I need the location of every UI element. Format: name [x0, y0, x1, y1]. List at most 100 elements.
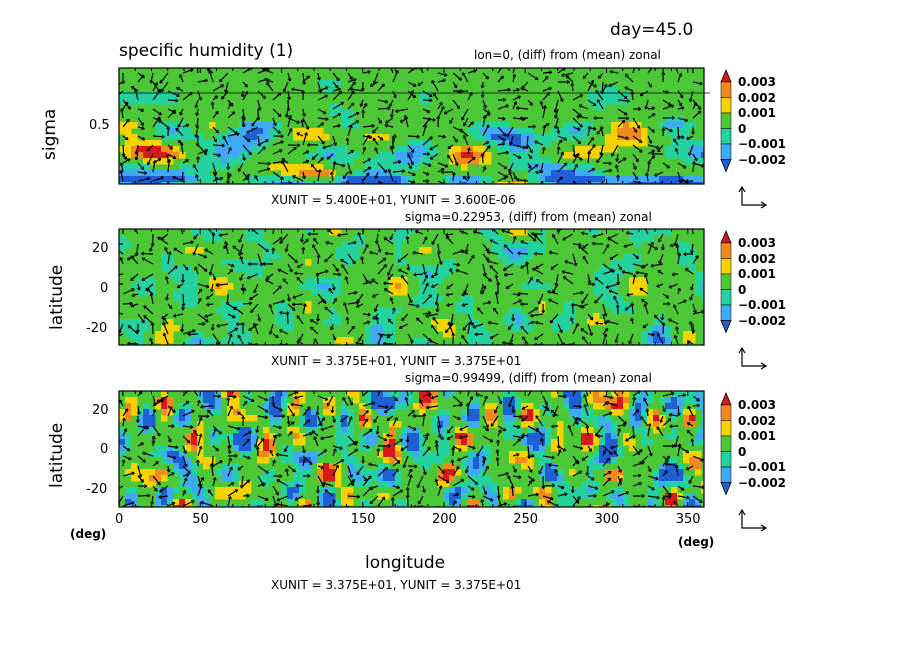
contour-cell	[149, 469, 156, 476]
contour-cell	[185, 343, 192, 350]
contour-cell	[173, 182, 180, 189]
contour-cell	[203, 176, 210, 183]
contour-cell	[419, 445, 426, 452]
contour-cell	[143, 164, 150, 171]
contour-cell	[209, 152, 216, 159]
contour-cell	[641, 331, 648, 338]
contour-cell	[515, 499, 522, 506]
contour-cell	[563, 313, 570, 320]
contour-cell	[557, 313, 564, 320]
contour-cell	[353, 170, 360, 177]
contour-cell	[341, 116, 348, 123]
contour-cell	[251, 235, 258, 242]
contour-cell	[695, 152, 702, 159]
contour-cell	[491, 128, 498, 135]
contour-cell	[281, 170, 288, 177]
contour-cell	[233, 475, 240, 482]
contour-cell	[179, 289, 186, 296]
contour-cell	[161, 259, 168, 266]
contour-cell	[629, 122, 636, 129]
contour-cell	[335, 253, 342, 260]
contour-cell	[161, 265, 168, 272]
contour-cell	[461, 415, 468, 422]
contour-cell	[203, 505, 210, 512]
contour-cell	[635, 403, 642, 410]
contour-cell	[317, 182, 324, 189]
contour-cell	[449, 475, 456, 482]
contour-cell	[425, 265, 432, 272]
contour-cell	[347, 457, 354, 464]
contour-cell	[371, 433, 378, 440]
contour-cell	[353, 253, 360, 260]
contour-cell	[503, 253, 510, 260]
contour-cell	[269, 253, 276, 260]
contour-cell	[479, 134, 486, 141]
contour-cell	[521, 463, 528, 470]
contour-cell	[299, 164, 306, 171]
contour-cell	[125, 505, 132, 512]
contour-cell	[239, 152, 246, 159]
contour-cell	[323, 475, 330, 482]
contour-cell	[611, 499, 618, 506]
contour-cell	[419, 283, 426, 290]
contour-cell	[341, 409, 348, 416]
contour-cell	[581, 176, 588, 183]
contour-cell	[131, 182, 138, 189]
vector-arrowhead	[115, 95, 118, 98]
contour-cell	[557, 493, 564, 500]
contour-cell	[689, 182, 696, 189]
contour-cell	[215, 164, 222, 171]
contour-cell	[347, 487, 354, 494]
contour-cell	[545, 134, 552, 141]
contour-cell	[671, 403, 678, 410]
contour-cell	[659, 331, 666, 338]
contour-cell	[545, 433, 552, 440]
contour-cell	[629, 421, 636, 428]
contour-cell	[695, 439, 702, 446]
contour-cell	[551, 176, 558, 183]
contour-cell	[251, 505, 258, 512]
contour-cell	[581, 146, 588, 153]
vector-arrowhead	[611, 387, 614, 390]
contour-cell	[227, 439, 234, 446]
contour-cell	[695, 427, 702, 434]
contour-cell	[389, 409, 396, 416]
contour-cell	[593, 403, 600, 410]
contour-cell	[485, 475, 492, 482]
vector-arrowhead	[490, 226, 493, 229]
contour-cell	[647, 397, 654, 404]
contour-cell	[371, 337, 378, 344]
contour-cell	[659, 397, 666, 404]
contour-cell	[155, 98, 162, 105]
contour-cell	[437, 319, 444, 326]
contour-cell	[179, 499, 186, 506]
contour-cell	[335, 439, 342, 446]
contour-cell	[539, 158, 546, 165]
contour-cell	[473, 415, 480, 422]
contour-cell	[401, 499, 408, 506]
contour-cell	[233, 301, 240, 308]
vector-arrowhead	[491, 349, 494, 352]
contour-cell	[635, 277, 642, 284]
contour-cell	[341, 451, 348, 458]
contour-cell	[185, 481, 192, 488]
contour-cell	[371, 158, 378, 165]
contour-cell	[377, 325, 384, 332]
contour-cell	[413, 403, 420, 410]
colorbar-top-triangle	[721, 70, 731, 82]
vector-arrowhead	[575, 387, 578, 390]
contour-cell	[275, 391, 282, 398]
contour-cell	[473, 122, 480, 129]
contour-cell	[509, 182, 516, 189]
contour-cell	[161, 128, 168, 135]
vector-arrowhead	[530, 388, 533, 391]
contour-cell	[263, 182, 270, 189]
contour-cell	[611, 140, 618, 147]
contour-cell	[359, 403, 366, 410]
contour-cell	[593, 170, 600, 177]
contour-cell	[305, 182, 312, 189]
contour-cell	[437, 325, 444, 332]
contour-cell	[191, 337, 198, 344]
contour-cell	[461, 182, 468, 189]
